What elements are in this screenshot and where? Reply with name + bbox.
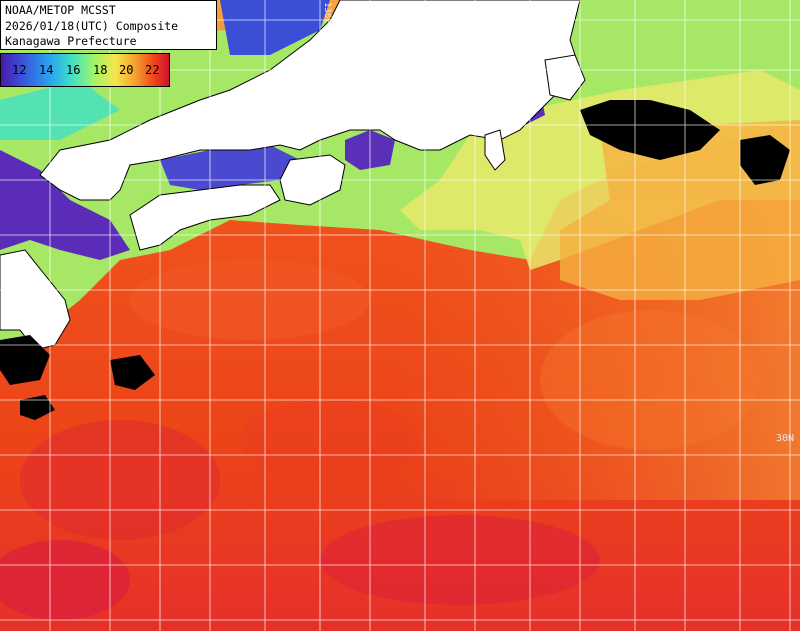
latitude-label: 30N — [776, 433, 795, 444]
land-honshu — [39, 0, 581, 201]
temperature-color-legend: 12 14 16 18 20 22 — [0, 53, 170, 87]
hot-eddy-2 — [320, 515, 600, 605]
title-line-region: Kanagawa Prefecture — [5, 34, 137, 48]
land-kyushu — [0, 249, 71, 351]
longitude-label: 136E — [322, 2, 332, 24]
cloud-west — [0, 335, 50, 385]
map-title-box: NOAA/METOP MCSST 2026/01/18(UTC) Composi… — [0, 0, 217, 50]
cold-water-north — [220, 0, 330, 55]
warm-eddy-6 — [130, 260, 370, 340]
cloud-east-2 — [740, 135, 790, 185]
warm-eddy-5 — [540, 310, 760, 450]
hot-eddy-4 — [240, 400, 420, 480]
legend-label: 12 — [12, 63, 27, 77]
land-izu — [484, 129, 506, 171]
legend-label: 16 — [66, 63, 81, 77]
legend-label: 14 — [39, 63, 54, 77]
cloud-west-2 — [110, 355, 155, 390]
cold-water-west — [0, 150, 130, 260]
title-line-source: NOAA/METOP MCSST — [5, 3, 116, 17]
coastal-cool-band — [0, 0, 800, 350]
legend-label: 18 — [93, 63, 108, 77]
hot-eddy-3 — [0, 540, 130, 620]
title-line-date: 2026/01/18(UTC) Composite — [5, 18, 179, 33]
legend-label: 22 — [145, 63, 160, 77]
land-boso — [544, 54, 586, 101]
legend-label: 20 — [119, 63, 134, 77]
cloud-speckle-1 — [20, 395, 55, 420]
